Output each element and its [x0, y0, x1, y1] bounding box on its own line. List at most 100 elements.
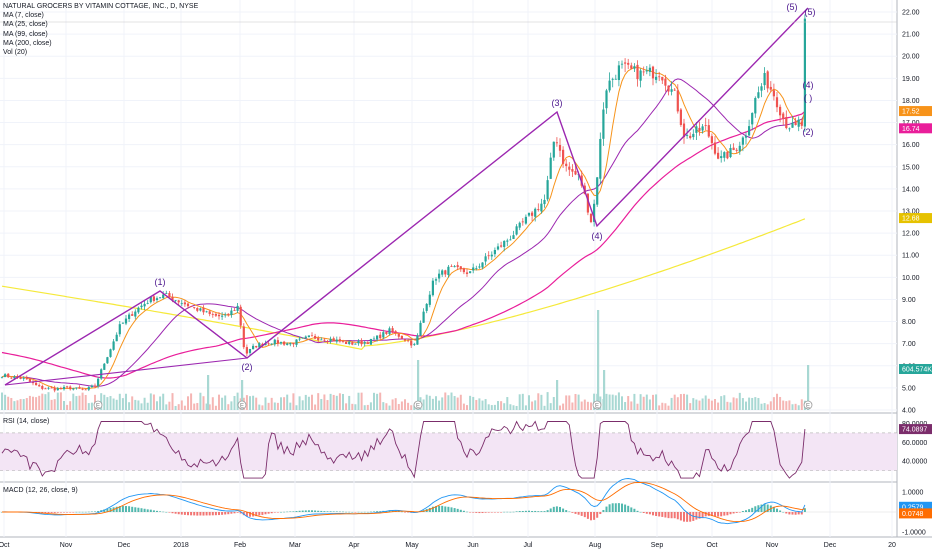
macd-hist-bar — [47, 512, 50, 514]
candle-body — [366, 342, 369, 345]
macd-hist-bar — [531, 510, 534, 512]
candle-body — [800, 121, 803, 126]
macd-hist-bar — [369, 511, 372, 513]
macd-hist-bar — [140, 508, 143, 512]
volume-bar — [645, 394, 648, 410]
candle-body — [7, 373, 10, 378]
volume-bar — [769, 401, 772, 410]
volume-bar — [639, 394, 642, 410]
macd-hist-bar — [196, 512, 199, 516]
rsi-label[interactable]: RSI (14, close) — [3, 418, 50, 425]
volume-bar — [50, 399, 53, 410]
volume-bar — [717, 402, 720, 410]
candle-body — [766, 71, 769, 89]
volume-bar — [603, 370, 606, 410]
macd-hist-bar — [605, 506, 608, 512]
macd-hist-bar — [710, 512, 713, 517]
macd-hist-bar — [214, 512, 217, 516]
volume-bar — [41, 393, 44, 410]
candle-body — [720, 156, 723, 159]
macd-hist-bar — [515, 511, 518, 512]
candle-body — [748, 126, 751, 136]
price-axis: 22.0021.0020.0019.0018.0017.0016.0015.00… — [902, 10, 920, 415]
macd-hist-bar — [258, 512, 261, 516]
macd-hist-bar — [782, 511, 785, 513]
volume-bar — [735, 398, 738, 410]
macd-hist-bar — [788, 512, 791, 515]
volume-bar — [583, 399, 586, 410]
macd-hist-bar — [524, 510, 527, 512]
candle-body — [301, 337, 304, 339]
candle-body — [382, 332, 385, 338]
price-tick: 16.00 — [902, 142, 920, 149]
earnings-marker — [592, 400, 602, 410]
macd-hist-bar — [633, 508, 636, 512]
candle-body — [710, 136, 713, 144]
candle-body — [794, 121, 797, 126]
candle-body — [676, 90, 679, 112]
volume-bar — [410, 405, 413, 410]
macd-hist-bar — [667, 512, 670, 519]
earnings-letter: E — [595, 404, 599, 410]
candle-body — [624, 62, 627, 64]
volume-bar — [763, 403, 766, 410]
candle-body — [744, 135, 748, 138]
legend-ma99[interactable]: MA (99, close) — [3, 30, 48, 38]
time-tick: Mar — [289, 542, 302, 549]
candle-body — [217, 314, 221, 317]
candle-body — [314, 335, 317, 339]
volume-bar — [66, 404, 69, 410]
macd-hist-bar — [78, 511, 81, 513]
legend-ma200[interactable]: MA (200, close) — [3, 39, 52, 47]
macd-hist-bar — [190, 512, 193, 516]
macd-label[interactable]: MACD (12, 26, close, 9) — [3, 487, 78, 494]
volume-bar — [720, 396, 723, 410]
volume-bar — [174, 405, 177, 410]
macd-hist-bar — [239, 512, 242, 514]
volume-bar — [714, 399, 716, 410]
macd-hist-bar — [586, 512, 589, 519]
candle-body — [596, 177, 599, 205]
macd-hist-bar — [562, 508, 565, 512]
macd-hist-bar — [658, 512, 661, 517]
macd-hist-bar — [466, 511, 468, 513]
macd-hist-bar — [264, 512, 267, 515]
candle-body — [797, 119, 800, 127]
volume-bar — [87, 403, 90, 410]
volume-bar — [571, 402, 574, 410]
candle-body — [589, 213, 593, 223]
candle-body — [521, 221, 524, 223]
candle-body — [214, 313, 217, 316]
macd-hist-bar — [453, 508, 456, 512]
volume-bar — [183, 405, 186, 410]
volume-bar — [652, 394, 654, 410]
macd-hist-bar — [128, 506, 131, 512]
volume-bar — [227, 404, 230, 410]
legend-ma25[interactable]: MA (25, close) — [3, 21, 48, 29]
candle-body — [422, 311, 425, 323]
volume-bar — [552, 397, 555, 410]
legend-volume[interactable]: Vol (20) — [3, 49, 28, 57]
volume-bar — [723, 395, 726, 410]
macd-hist-bar — [360, 511, 363, 513]
macd-hist-bar — [292, 511, 295, 512]
macd-hist-bar — [549, 508, 552, 512]
volume-bar — [1, 392, 3, 410]
macd-hist-bar — [676, 512, 679, 520]
candle-body — [338, 339, 341, 342]
volume-bar — [255, 397, 258, 410]
volume-bar — [741, 398, 744, 410]
candle-body — [571, 169, 574, 172]
macd-hist-bar — [636, 510, 639, 512]
macd-hist-bar — [323, 511, 326, 512]
volume-bar — [286, 394, 289, 410]
macd-hist-bar — [521, 510, 524, 512]
volume-bar — [509, 404, 512, 410]
volume-bar — [621, 396, 623, 410]
candle-body — [131, 314, 134, 316]
volume-bar — [695, 399, 698, 410]
volume-bar — [56, 392, 59, 410]
macd-hist-bar — [537, 511, 540, 512]
candle-body — [292, 342, 295, 345]
legend-ma7[interactable]: MA (7, close) — [3, 12, 44, 20]
